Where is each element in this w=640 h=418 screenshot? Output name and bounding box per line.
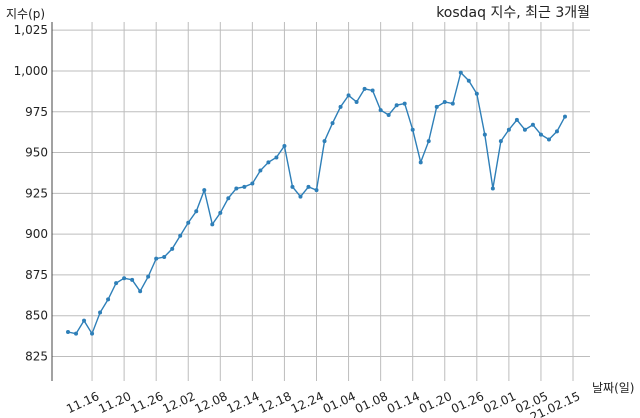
- x-tick-label: 01.14: [385, 389, 422, 416]
- data-point: [530, 122, 535, 127]
- data-point: [514, 117, 519, 122]
- data-point: [146, 274, 151, 279]
- data-point: [210, 222, 215, 227]
- data-point: [186, 220, 191, 225]
- data-point: [114, 281, 119, 286]
- data-point: [370, 88, 375, 93]
- data-point: [474, 91, 479, 96]
- y-tick-label: 825: [25, 350, 48, 364]
- x-tick-label: 12.24: [289, 389, 326, 416]
- data-point: [426, 139, 431, 144]
- data-point: [418, 160, 423, 165]
- data-point: [362, 86, 367, 91]
- data-point: [66, 330, 70, 335]
- data-point: [170, 246, 175, 251]
- data-point: [282, 144, 287, 149]
- vertical-gridlines: [91, 22, 574, 381]
- y-tick-labels: 825 850 875 900 925 950 975 1,000 1,025: [14, 23, 48, 363]
- data-point: [130, 277, 135, 282]
- data-point: [234, 186, 239, 191]
- data-point: [506, 127, 511, 132]
- data-point: [306, 184, 311, 189]
- data-point: [378, 108, 383, 113]
- data-point: [482, 132, 487, 137]
- x-tick-labels: 11.1611.2011.2612.0212.0812.1412.1812.24…: [64, 389, 582, 418]
- data-point: [354, 99, 359, 104]
- data-point: [122, 276, 127, 281]
- data-point: [162, 254, 167, 259]
- data-point: [338, 104, 343, 109]
- data-point: [106, 297, 111, 302]
- data-point: [250, 181, 255, 186]
- y-tick-label: 950: [25, 146, 48, 160]
- data-point: [178, 233, 183, 238]
- x-tick-label: 12.18: [257, 389, 294, 416]
- data-point: [490, 186, 495, 191]
- x-tick-label: 01.04: [321, 389, 358, 416]
- data-point: [450, 101, 455, 106]
- data-point: [266, 160, 271, 165]
- x-axis-label: 날짜(일): [592, 381, 634, 395]
- x-tick-label: 11.16: [64, 389, 101, 416]
- data-point: [466, 78, 471, 83]
- data-point: [522, 127, 527, 132]
- y-axis-label: 지수(p): [6, 7, 45, 21]
- data-point: [290, 184, 295, 189]
- data-point: [442, 99, 447, 104]
- data-point: [563, 114, 567, 119]
- chart-title: kosdaq 지수, 최근 3개월: [436, 5, 590, 21]
- y-tick-label: 925: [25, 186, 48, 200]
- x-tick-label: 02.01: [481, 389, 518, 416]
- data-point: [194, 209, 199, 214]
- data-point: [434, 104, 439, 109]
- data-point: [346, 93, 351, 98]
- data-point: [330, 121, 335, 126]
- x-tick-label: 11.20: [96, 389, 133, 416]
- data-point: [138, 289, 143, 294]
- x-tick-label: 01.20: [417, 389, 454, 416]
- data-point: [546, 137, 551, 142]
- data-point: [202, 188, 207, 193]
- data-point: [154, 256, 159, 261]
- x-tick-label: 12.02: [160, 389, 197, 416]
- x-tick-label: 11.26: [128, 389, 165, 416]
- data-point: [314, 188, 319, 193]
- data-point: [458, 70, 463, 75]
- data-point: [226, 196, 231, 201]
- y-tick-label: 900: [25, 227, 48, 241]
- data-point: [402, 101, 407, 106]
- data-point: [98, 310, 103, 315]
- x-tick-label: 01.08: [353, 389, 390, 416]
- data-point: [322, 139, 327, 144]
- data-point: [554, 129, 559, 134]
- x-tick-label: 01.26: [449, 389, 486, 416]
- y-tick-label: 850: [25, 309, 48, 323]
- data-point: [90, 331, 95, 336]
- data-point: [74, 331, 79, 336]
- x-tick-label: 12.14: [225, 389, 262, 416]
- data-point: [498, 139, 503, 144]
- data-point: [386, 113, 391, 118]
- series-layer: [66, 70, 567, 336]
- data-point: [298, 194, 303, 199]
- data-point: [258, 168, 263, 173]
- data-point: [410, 127, 415, 132]
- data-point: [538, 132, 543, 137]
- data-point: [218, 210, 223, 215]
- y-tick-label: 875: [25, 268, 48, 282]
- y-tick-label: 1,025: [14, 23, 48, 37]
- data-point: [242, 184, 247, 189]
- y-tick-label: 1,000: [14, 64, 48, 78]
- data-point: [274, 155, 279, 160]
- data-point: [394, 103, 399, 108]
- x-tick-label: 12.08: [193, 389, 230, 416]
- data-point: [82, 318, 87, 323]
- y-tick-label: 975: [25, 105, 48, 119]
- horizontal-gridlines: [52, 29, 590, 358]
